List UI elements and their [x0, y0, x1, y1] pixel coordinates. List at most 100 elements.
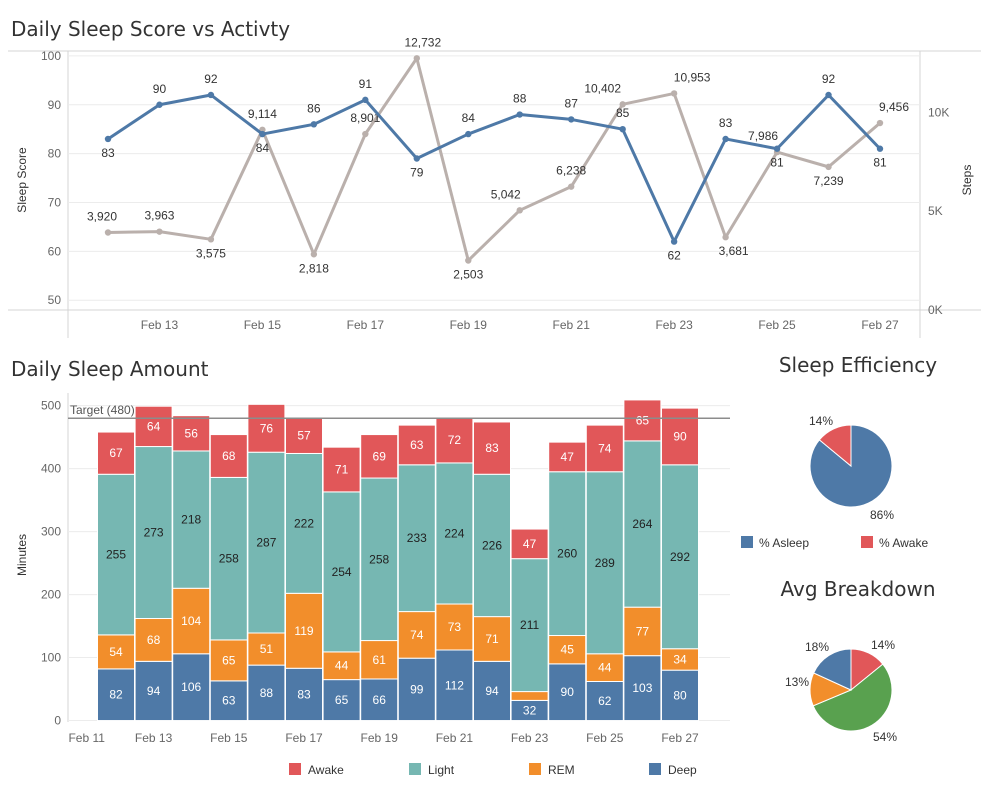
sleep-amount-x-tick-label: Feb 21 — [436, 731, 474, 745]
bar-label-rem: 71 — [485, 632, 499, 646]
score-point — [825, 91, 832, 99]
bar-label-rem: 44 — [598, 661, 612, 675]
bar-segment-deep — [360, 678, 399, 722]
score-left-tick-label: 50 — [48, 293, 62, 307]
bar-label-light: 289 — [595, 556, 615, 570]
breakdown-label-awake: 14% — [871, 638, 895, 652]
sleep-amount-x-tick-label: Feb 25 — [586, 731, 624, 745]
bar-segment-light — [172, 450, 211, 589]
legend-label-asleep: % Asleep — [759, 536, 809, 550]
score-data-label: 92 — [204, 72, 218, 86]
bar-segment-awake — [585, 424, 624, 473]
score-point — [362, 96, 369, 104]
bar-label-awake: 56 — [185, 426, 199, 440]
score-chart-gridlines — [68, 55, 920, 301]
score-data-label: 90 — [153, 82, 167, 96]
bar-segment-awake — [623, 399, 662, 442]
bar-label-light: 211 — [520, 618, 539, 632]
score-data-label: 79 — [410, 166, 424, 180]
bar-label-deep: 103 — [632, 681, 652, 695]
bar-label-rem: 119 — [294, 624, 313, 638]
score-data-label: 85 — [616, 106, 630, 120]
bar-label-light: 273 — [144, 526, 164, 540]
breakdown-title: Avg Breakdown — [780, 577, 935, 601]
score-data-label: 91 — [359, 77, 373, 91]
bar-label-awake: 68 — [222, 449, 236, 463]
bar-label-light: 226 — [482, 538, 502, 552]
bar-segment-light — [510, 558, 549, 693]
sleep-amount-y-tick-label: 400 — [41, 462, 61, 476]
bar-label-awake: 90 — [673, 429, 687, 443]
score-point — [310, 121, 318, 128]
steps-data-label: 2,818 — [299, 261, 329, 275]
score-point — [104, 135, 112, 143]
sleep-amount-x-tick-label: Feb 15 — [210, 731, 248, 745]
score-x-tick-label: Feb 25 — [758, 318, 796, 332]
bar-segment-deep — [397, 657, 436, 722]
bar-label-rem: 68 — [147, 633, 161, 647]
bar-segment-rem — [548, 635, 587, 665]
steps-data-label: 2,503 — [453, 268, 483, 282]
bar-label-light: 264 — [632, 517, 652, 531]
steps-data-label: 9,114 — [248, 107, 277, 121]
score-chart-title: Daily Sleep Score vs Activty — [11, 17, 290, 41]
steps-data-label: 9,456 — [879, 100, 909, 114]
bar-label-deep: 112 — [445, 678, 464, 692]
sleep-amount-x-tick-label: Feb 19 — [361, 731, 399, 745]
score-data-label: 81 — [770, 156, 784, 170]
bar-label-deep: 66 — [373, 693, 387, 707]
steps-series: 3,920 3,963 3,575 9,114 2,818 8,901 12,732 2,50… — [87, 35, 909, 281]
steps-data-label: 3,575 — [196, 246, 226, 260]
efficiency-label-asleep: 86% — [870, 508, 894, 522]
bar-segment-awake — [285, 417, 323, 454]
steps-data-label: 7,239 — [814, 174, 844, 188]
sleep-amount-y-axis-title: Minutes — [15, 534, 29, 576]
bar-segment-deep — [585, 680, 624, 722]
bar-label-rem: 65 — [222, 653, 236, 667]
bar-segment-deep — [172, 653, 211, 722]
sleep-amount-y-tick-label: 200 — [41, 588, 61, 602]
steps-data-label: 6,238 — [556, 164, 586, 178]
bar-label-deep: 94 — [485, 684, 499, 698]
bar-label-rem: 44 — [335, 659, 349, 673]
steps-point — [413, 55, 420, 62]
bar-label-light: 287 — [256, 536, 276, 550]
sleep-score-series: 83 90 92 84 86 91 79 84 88 87 85 62 83 81 92 81 — [101, 72, 887, 263]
score-point — [722, 135, 729, 143]
bar-label-light: 254 — [332, 565, 352, 579]
bar-segment-awake — [473, 421, 511, 475]
score-left-tick-label: 80 — [48, 147, 62, 161]
bar-label-rem: 61 — [373, 653, 387, 667]
bar-segment-awake — [510, 528, 549, 560]
bar-label-awake: 72 — [448, 433, 462, 447]
bar-label-deep: 90 — [561, 685, 575, 699]
bar-label-awake: 71 — [335, 463, 349, 477]
bar-label-awake: 64 — [147, 419, 161, 433]
bar-label-awake: 76 — [260, 421, 274, 435]
steps-point — [619, 101, 626, 108]
bar-label-rem: 34 — [673, 652, 687, 666]
score-left-tick-label: 70 — [48, 195, 62, 209]
breakdown-pie — [809, 648, 893, 732]
bar-segment-rem — [623, 606, 662, 657]
score-line — [107, 93, 882, 244]
score-x-tick-label: Feb 17 — [347, 318, 385, 332]
steps-data-label: 8,901 — [350, 111, 380, 125]
score-left-tick-label: 90 — [48, 98, 62, 112]
score-right-axis-ticks: 0K 5K 10K — [928, 105, 949, 317]
bar-segment-light — [134, 446, 173, 620]
score-left-tick-label: 60 — [48, 244, 62, 258]
bar-segment-rem — [247, 632, 286, 666]
bar-segment-deep — [209, 680, 248, 722]
bar-segment-awake — [247, 403, 286, 453]
legend-swatch-awake — [289, 763, 301, 775]
efficiency-label-awake: 14% — [809, 414, 833, 428]
score-right-axis-title: Steps — [960, 165, 974, 196]
bar-label-light: 258 — [369, 552, 389, 566]
steps-point — [516, 207, 523, 214]
bar-label-deep: 83 — [297, 687, 311, 701]
score-point — [516, 111, 523, 118]
bar-segment-light — [661, 464, 699, 650]
bar-label-deep: 88 — [260, 686, 274, 700]
bar-label-light: 260 — [557, 547, 577, 561]
